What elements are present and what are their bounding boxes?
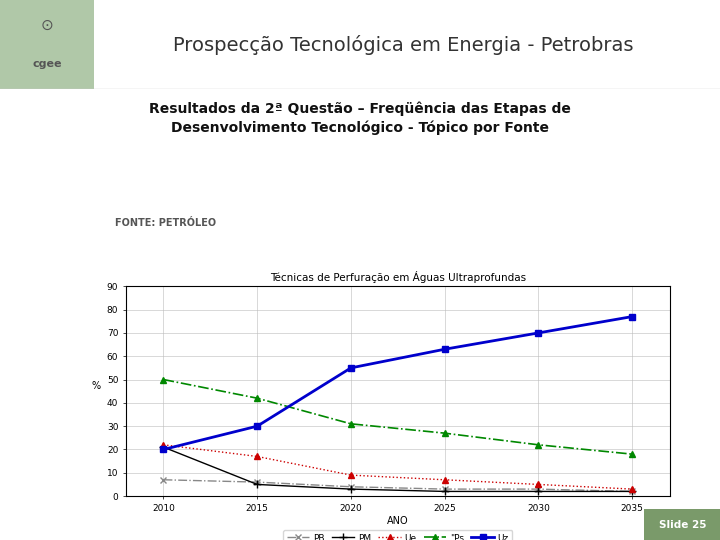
X-axis label: ANO: ANO bbox=[387, 516, 409, 525]
Y-axis label: %: % bbox=[91, 381, 100, 391]
Text: Resultados da 2ª Questão – Freqüência das Etapas de
Desenvolvimento Tecnológico : Resultados da 2ª Questão – Freqüência da… bbox=[149, 102, 571, 136]
Legend: PB, PM, Ue, "Ps, Uz: PB, PM, Ue, "Ps, Uz bbox=[283, 530, 513, 540]
Bar bbox=[0, 0, 94, 89]
Text: Slide 25: Slide 25 bbox=[659, 520, 706, 530]
Text: Prospecção Tecnológica em Energia - Petrobras: Prospecção Tecnológica em Energia - Petr… bbox=[173, 35, 634, 55]
Bar bbox=[644, 509, 720, 540]
Text: FONTE: PETRÓLEO: FONTE: PETRÓLEO bbox=[115, 218, 216, 228]
Title: Técnicas de Perfuração em Águas Ultraprofundas: Técnicas de Perfuração em Águas Ultrapro… bbox=[270, 271, 526, 283]
Text: ⊙: ⊙ bbox=[40, 17, 53, 32]
Text: cgee: cgee bbox=[32, 59, 61, 69]
